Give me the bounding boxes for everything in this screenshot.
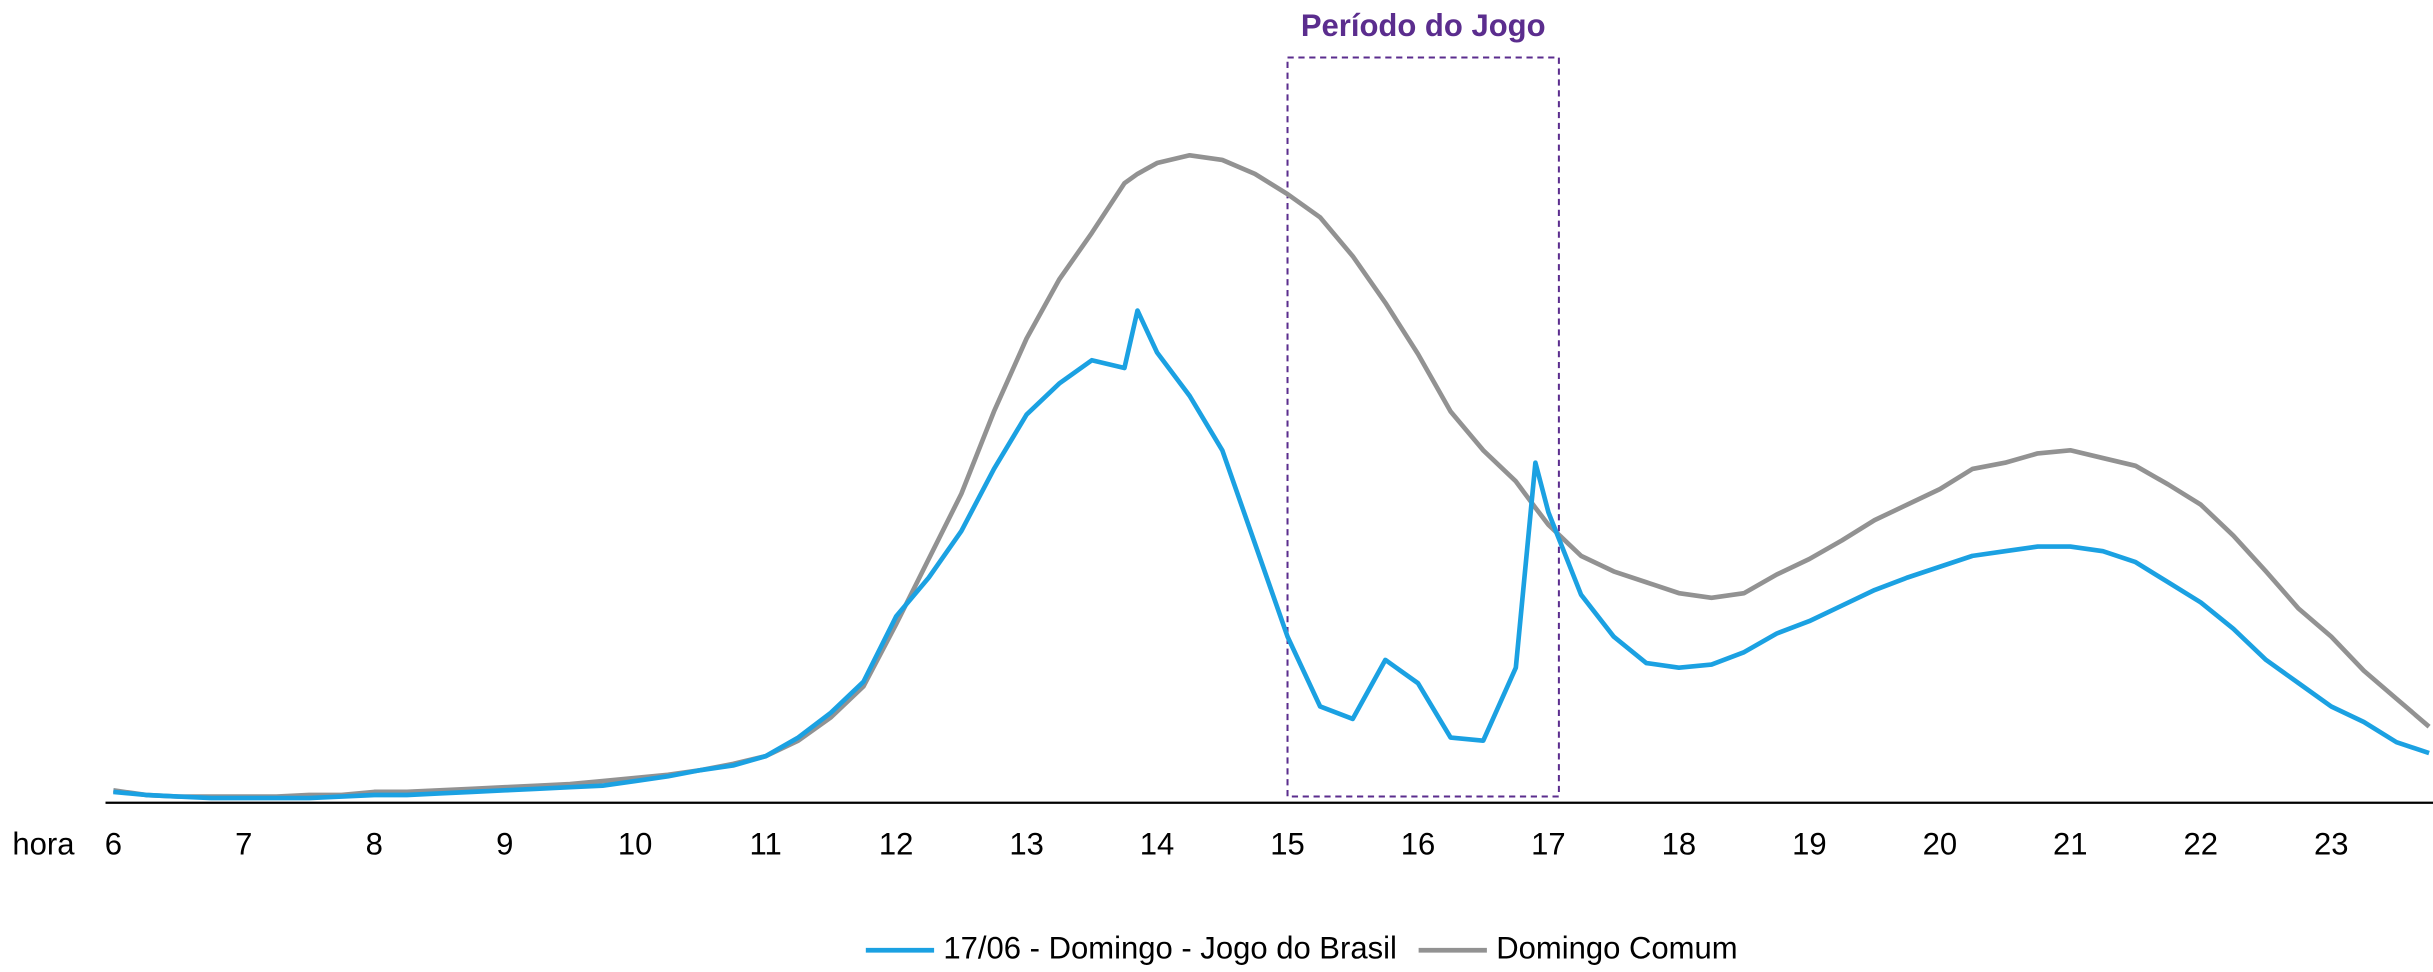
highlight-box [1286, 56, 1560, 798]
x-tick-label: 16 [1401, 826, 1436, 861]
x-tick-label: 18 [1662, 826, 1697, 861]
x-tick-label: 17 [1531, 826, 1566, 861]
x-tick-label: 6 [105, 826, 122, 861]
x-tick-label: 15 [1270, 826, 1305, 861]
x-tick-label: 23 [2314, 826, 2349, 861]
x-tick-label: 21 [2053, 826, 2088, 861]
x-tick-label: 20 [1923, 826, 1958, 861]
x-tick-label: 12 [879, 826, 914, 861]
x-tick-label: 22 [2184, 826, 2219, 861]
line-series [113, 152, 2431, 799]
x-axis-label: hora [12, 826, 75, 861]
legend-label: 17/06 - Domingo - Jogo do Brasil [943, 930, 1396, 965]
x-tick-label: 19 [1792, 826, 1827, 861]
x-tick-label: 10 [618, 826, 653, 861]
legend-label: Domingo Comum [1496, 930, 1737, 965]
highlight-label: Período do Jogo [1301, 8, 1546, 43]
line-series [113, 308, 2430, 801]
x-tick-label: 14 [1140, 826, 1175, 861]
x-tick-label: 11 [750, 826, 782, 861]
x-tick-label: 8 [366, 826, 383, 861]
x-tick-label: 9 [496, 826, 513, 861]
x-tick-label: 13 [1009, 826, 1044, 861]
x-tick-label: 7 [235, 826, 252, 861]
